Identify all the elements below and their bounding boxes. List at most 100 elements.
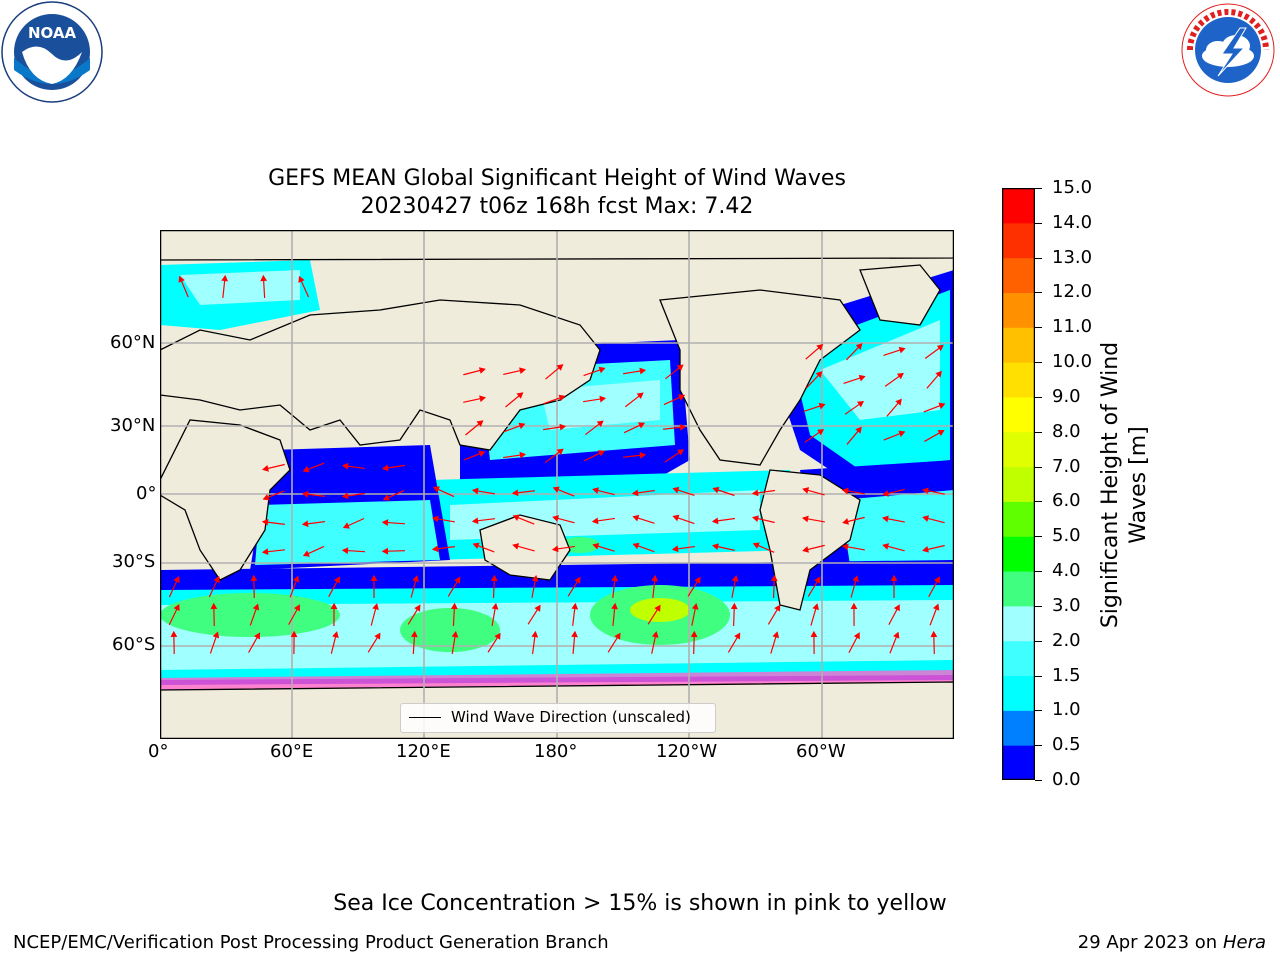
wave-direction-arrow (727, 632, 741, 653)
wave-direction-arrow (846, 426, 862, 445)
colorbar-label: Significant Height of Wind Waves [m] (1098, 341, 1151, 629)
wave-direction-arrow (503, 451, 527, 459)
colorbar-tick-label: 15.0 (1052, 177, 1093, 198)
wave-direction-arrow (250, 574, 258, 599)
colorbar-segment (1002, 675, 1035, 711)
wave-direction-arrow (170, 630, 178, 655)
lat-label-60n: 60°N (110, 332, 156, 353)
wave-direction-arrow (802, 544, 825, 553)
wave-direction-arrow (503, 367, 526, 376)
noaa-logo-text: NOAA (28, 24, 77, 42)
wave-direction-arrow (841, 487, 865, 495)
colorbar-tick-mark (1035, 640, 1042, 642)
wave-direction-arrow (490, 574, 498, 599)
wave-direction-arrow (567, 576, 581, 597)
colorbar-tick-mark (1035, 292, 1042, 294)
colorbar-tick-mark (1035, 396, 1042, 398)
colorbar-tick-mark (1035, 605, 1042, 607)
wave-direction-arrow (930, 630, 938, 655)
wave-direction-arrow (691, 602, 699, 626)
wave-direction-arrow (341, 547, 366, 555)
colorbar-segment (1002, 710, 1035, 746)
wave-direction-arrow (889, 631, 900, 654)
lon-label-60e: 60°E (270, 741, 314, 762)
colorbar-segment (1002, 605, 1035, 642)
wave-direction-arrow (471, 517, 495, 525)
wave-direction-arrow (805, 371, 823, 389)
sea-ice-note: Sea Ice Concentration > 15% is shown in … (333, 891, 947, 916)
wave-direction-arrow (687, 576, 701, 597)
wave-direction-arrow (592, 542, 615, 552)
colorbar-segment (1002, 466, 1035, 502)
footer-date-text: 29 Apr 2023 on (1077, 932, 1223, 953)
wave-direction-arrow (503, 422, 526, 433)
colorbar-tick-mark (1035, 745, 1042, 747)
colorbar-tick-label: 5.0 (1052, 525, 1081, 547)
colorbar-segment (1002, 640, 1035, 677)
wave-direction-arrow (591, 517, 615, 525)
wave-direction-arrow (543, 423, 567, 431)
colorbar-segment (1002, 431, 1035, 468)
wave-direction-arrow (663, 423, 687, 431)
wave-direction-arrow (342, 517, 365, 529)
wave-direction-arrow (804, 429, 825, 443)
wave-direction-arrow (583, 450, 606, 462)
colorbar-tick-mark (1035, 536, 1042, 538)
colorbar-tick-mark (1035, 188, 1042, 189)
chart-subtitle: 20230427 t06z 168h fcst Max: 7.42 (360, 194, 754, 219)
wave-direction-arrow (801, 515, 825, 523)
colorbar-segment (1002, 188, 1035, 224)
wave-direction-arrow (731, 574, 739, 598)
wave-direction-arrow (810, 630, 818, 655)
wave-direction-arrow (624, 392, 644, 408)
colorbar-segment (1002, 257, 1035, 293)
legend-label: Wind Wave Direction (unscaled) (451, 708, 691, 726)
wave-direction-arrow (751, 489, 775, 497)
wave-direction-arrow (341, 462, 365, 470)
noaa-logo: NOAA (0, 0, 104, 104)
wave-direction-arrow (883, 430, 906, 441)
wave-direction-arrow (770, 631, 780, 654)
wave-direction-arrow (407, 604, 421, 625)
colorbar-segment (1002, 745, 1035, 781)
colorbar-tick-mark (1035, 222, 1042, 224)
wave-direction-arrow (712, 486, 735, 497)
wave-direction-arrow (767, 604, 781, 625)
colorbar-segment (1002, 327, 1035, 363)
colorbar-tick-mark (1035, 362, 1042, 364)
wave-direction-arrow (505, 392, 524, 408)
wave-direction-arrow (531, 574, 539, 598)
graticule (160, 230, 954, 739)
wave-direction-arrow (367, 632, 381, 653)
wave-direction-arrow (552, 486, 575, 497)
wave-direction-arrow (330, 631, 339, 654)
wave-direction-arrow (810, 603, 819, 626)
wave-direction-arrow (883, 346, 906, 356)
wave-direction-arrow (463, 450, 486, 461)
wave-direction-arrow (432, 486, 455, 498)
wave-direction-arrow (886, 398, 902, 417)
wave-direction-arrow (410, 630, 418, 655)
lon-label-120e: 120°E (396, 741, 451, 762)
wave-direction-arrow (381, 547, 406, 555)
wave-direction-arrow (221, 274, 229, 299)
wave-direction-arrow (922, 515, 945, 524)
wave-direction-arrow (584, 420, 604, 436)
wave-direction-arrow (672, 514, 695, 525)
wave-direction-arrow (381, 464, 405, 472)
colorbar-tick-label: 2.0 (1052, 629, 1081, 651)
wave-direction-arrow (527, 604, 541, 625)
wave-direction-arrow (290, 630, 298, 655)
wave-direction-arrow (923, 402, 946, 413)
lon-label-180: 180° (534, 741, 578, 762)
wave-direction-arrow (209, 631, 220, 654)
wave-direction-arrow (512, 543, 535, 552)
wave-direction-arrow (208, 575, 220, 598)
wave-direction-arrow (262, 463, 285, 472)
wave-direction-arrow (487, 632, 501, 653)
colorbar-tick-mark (1035, 780, 1042, 781)
wave-direction-arrow (664, 449, 685, 463)
wave-direction-arrow (301, 490, 325, 498)
wave-direction-arrow (752, 515, 775, 524)
wave-direction-arrow (841, 543, 865, 551)
